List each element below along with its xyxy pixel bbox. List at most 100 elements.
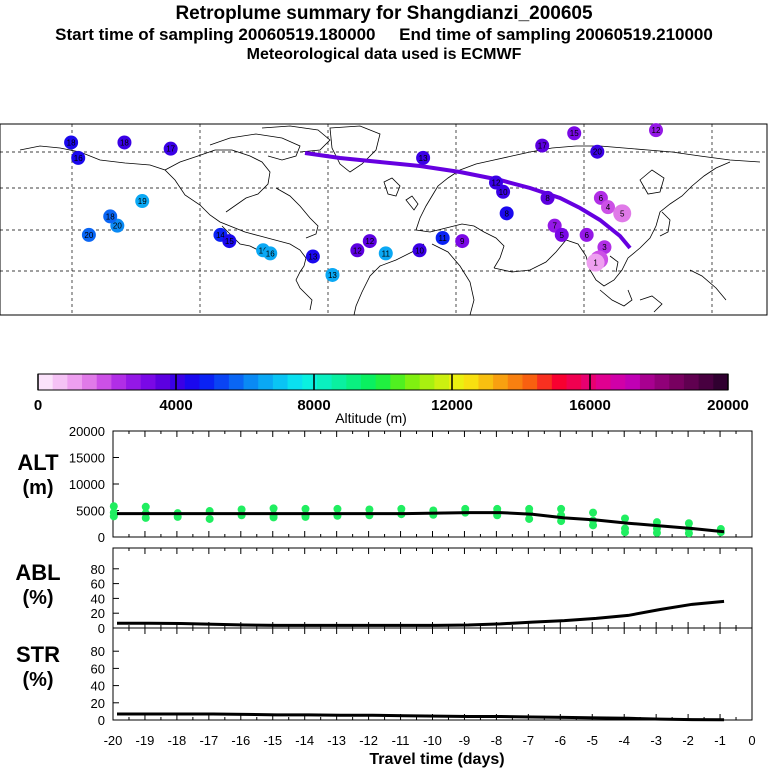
x-tick-label: -4 <box>618 733 630 748</box>
panel-label-alt: ALT <box>17 450 59 475</box>
station-marker-label: 20 <box>113 222 122 231</box>
colorbar-tick-label: 16000 <box>569 397 611 414</box>
station-marker-label: 7 <box>552 222 557 231</box>
panel-unit-alt: (m) <box>22 477 53 499</box>
altitude-point <box>621 514 630 523</box>
y-tick-label: 80 <box>91 562 105 577</box>
x-tick-label: -5 <box>586 733 598 748</box>
altitude-point <box>301 504 310 513</box>
colorbar-cell <box>537 374 553 390</box>
station-marker <box>81 227 96 242</box>
colorbar-cell <box>493 374 509 390</box>
station-marker-label: 13 <box>419 154 428 163</box>
y-tick-label: 0 <box>98 621 105 636</box>
colorbar-cell <box>449 374 465 390</box>
altitude-point <box>205 514 214 523</box>
station-marker-label: 5 <box>560 231 565 240</box>
x-tick-label: -3 <box>650 733 662 748</box>
colorbar-cell <box>228 374 245 390</box>
station-marker <box>378 246 393 261</box>
chart-title: Retroplume summary for Shangdianzi_20060… <box>175 3 593 24</box>
x-tick-label: -9 <box>459 733 471 748</box>
colorbar-cell <box>375 374 391 390</box>
colorbar-cell <box>610 374 626 390</box>
station-marker <box>435 230 450 245</box>
y-tick-label: 15000 <box>69 451 105 466</box>
station-marker-label: 12 <box>365 237 374 246</box>
station-marker <box>350 243 365 258</box>
colorbar-cell <box>713 374 729 390</box>
colorbar-cell <box>551 374 568 390</box>
altitude-point <box>333 504 342 513</box>
colorbar-cell <box>96 374 112 390</box>
colorbar-ticks: 0 4000 8000 12000 16000 20000 <box>34 374 749 414</box>
station-marker-label: 16 <box>74 154 83 163</box>
x-tick-label: -11 <box>392 733 410 748</box>
colorbar-cell <box>419 374 435 390</box>
station-marker-label: 18 <box>67 138 76 147</box>
x-tick-label: -17 <box>199 733 218 748</box>
colorbar-cells <box>38 374 729 390</box>
station-marker <box>325 267 340 282</box>
plume-track-line <box>304 151 632 250</box>
colorbar-cell <box>52 374 68 390</box>
altitude-point <box>652 528 661 537</box>
y-tick-label: 5000 <box>76 504 105 519</box>
colorbar-cell <box>654 374 670 390</box>
station-marker-label: 18 <box>106 212 115 221</box>
station-marker-label: 18 <box>120 138 129 147</box>
timeseries-panels: 05000100001500020000ALT(m)020406080ABL(%… <box>15 424 755 768</box>
colorbar-cell <box>669 374 685 390</box>
colorbar-cell <box>625 374 641 390</box>
station-marker <box>305 249 320 264</box>
colorbar-cell <box>170 374 186 390</box>
station-marker-label: 20 <box>84 231 93 240</box>
y-tick-label: 0 <box>98 713 105 728</box>
panel-str: 0 20 40 60 80 STR(%) <box>16 627 753 728</box>
station-marker-label: 14 <box>216 231 225 240</box>
station-marker <box>597 240 612 255</box>
station-marker <box>567 126 582 141</box>
station-marker <box>135 194 150 209</box>
station-marker-label: 4 <box>606 203 611 212</box>
panel-alt: 0 5000 10000 15000 20000 ALT(m) <box>17 424 753 545</box>
station-marker <box>586 253 605 272</box>
met-data-label: Meteorological data used is ECMWF <box>246 46 522 63</box>
station-marker <box>535 138 550 153</box>
station-marker-label: 9 <box>460 237 465 246</box>
panel-label-str: STR <box>16 642 60 667</box>
station-marker-label: 17 <box>166 145 175 154</box>
x-axis: -20 -19 -18 -17 -16 -15 -14 -13 -12 -11 -10 -9 -8 -7-… <box>104 733 756 768</box>
x-tick-label: -7 <box>523 733 535 748</box>
panel-label-abl: ABL <box>15 560 60 585</box>
colorbar-cell <box>581 374 597 390</box>
x-tick-label: -16 <box>231 733 250 748</box>
station-marker-label: 8 <box>545 194 550 203</box>
colorbar-tick-label: 12000 <box>431 397 473 414</box>
colorbar-cell <box>82 374 98 390</box>
y-tick-label: 40 <box>91 591 105 606</box>
station-marker <box>579 227 594 242</box>
y-tick-label: 20000 <box>69 424 105 439</box>
colorbar-cell <box>566 374 582 390</box>
station-marker-label: 12 <box>652 126 661 135</box>
station-marker <box>416 150 431 165</box>
series-line-abl <box>117 599 725 627</box>
colorbar-cell <box>38 374 54 390</box>
station-marker <box>496 184 511 199</box>
colorbar-cell <box>434 374 450 390</box>
altitude-point <box>141 502 150 511</box>
x-tick-label: -1 <box>714 733 726 748</box>
colorbar-cell <box>302 374 318 390</box>
colorbar-cell <box>698 374 714 390</box>
colorbar-tick-label: 8000 <box>297 397 330 414</box>
station-marker <box>222 234 237 249</box>
altitude-point <box>141 513 150 522</box>
station-marker <box>590 144 605 159</box>
start-time-label: Start time of sampling 20060519.180000 <box>55 25 376 44</box>
station-marker-label: 6 <box>599 194 604 203</box>
altitude-point <box>589 508 598 517</box>
station-marker-label: 15 <box>570 129 579 138</box>
colorbar-cell <box>639 374 656 390</box>
